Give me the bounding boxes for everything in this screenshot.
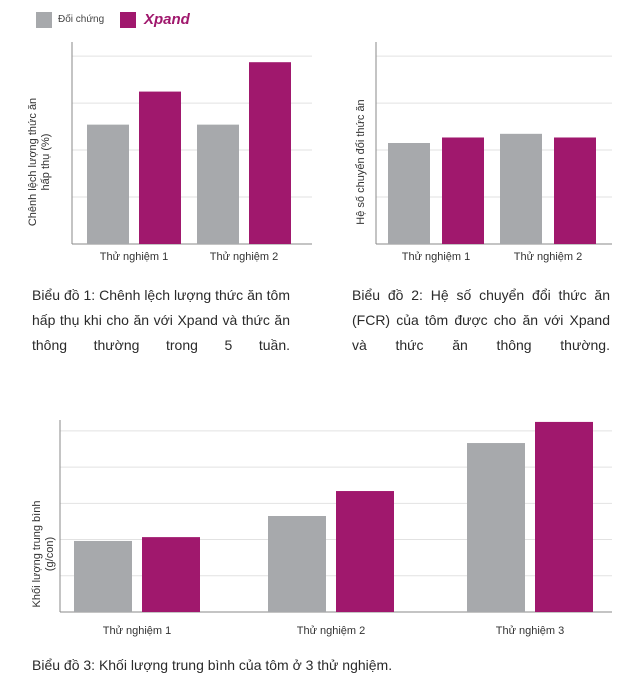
chart-3-y-axis-label: (g/con) bbox=[44, 537, 56, 571]
chart-3-y-axis-label: Khối lượng trung bình bbox=[31, 501, 43, 608]
chart-2-caption: Biểu đồ 2: Hệ số chuyển đổi thức ăn (FCR… bbox=[352, 287, 610, 353]
chart-3-bar-control-3 bbox=[467, 443, 525, 612]
chart-1-bar-xpand-2 bbox=[249, 62, 291, 245]
chart-1-x-tick-label-2: Thử nghiệm 2 bbox=[210, 251, 279, 263]
legend-swatch-xpand bbox=[120, 12, 136, 28]
chart-1-bar-xpand-1 bbox=[139, 91, 181, 244]
legend-label-xpand: Xpand bbox=[144, 11, 190, 28]
chart-1-caption: Biểu đồ 1: Chênh lệch lượng thức ăn tôm … bbox=[32, 287, 290, 353]
chart-1-y-axis-label: Chênh lệch lượng thức ăn bbox=[27, 98, 39, 226]
chart-2-bar-control-2 bbox=[500, 133, 542, 244]
chart-2-bar-xpand-2 bbox=[554, 137, 596, 244]
chart-1-bar-control-1 bbox=[87, 124, 129, 244]
chart-2-x-tick-label-1: Thử nghiệm 1 bbox=[402, 251, 471, 263]
chart-3-bar-xpand-1 bbox=[142, 537, 200, 612]
chart-3-bar-xpand-3 bbox=[535, 421, 593, 612]
chart-1-bar-control-2 bbox=[197, 124, 239, 244]
chart-2-bar-control-1 bbox=[388, 143, 430, 244]
chart-2-y-axis-label: Hệ số chuyển đổi thức ăn bbox=[355, 99, 367, 224]
chart-2-bar-xpand-1 bbox=[442, 137, 484, 244]
chart-3-bar-control-2 bbox=[268, 516, 326, 612]
chart-3-x-tick-label-3: Thử nghiệm 3 bbox=[496, 625, 565, 637]
chart-3-x-tick-label-2: Thử nghiệm 2 bbox=[297, 625, 366, 637]
legend-swatch-control bbox=[36, 12, 52, 28]
chart-1-y-axis-label: hấp thụ (%) bbox=[40, 134, 52, 191]
chart-3-bar-xpand-2 bbox=[336, 491, 394, 612]
legend-label-control: Đối chứng bbox=[58, 14, 105, 25]
chart-3-caption: Biểu đồ 3: Khối lượng trung bình của tôm… bbox=[32, 657, 393, 673]
chart-1-x-tick-label-1: Thử nghiệm 1 bbox=[100, 251, 169, 263]
chart-2-x-tick-label-2: Thử nghiệm 2 bbox=[514, 251, 583, 263]
chart-3-bar-control-1 bbox=[74, 540, 132, 612]
chart-3-x-tick-label-1: Thử nghiệm 1 bbox=[103, 625, 172, 637]
